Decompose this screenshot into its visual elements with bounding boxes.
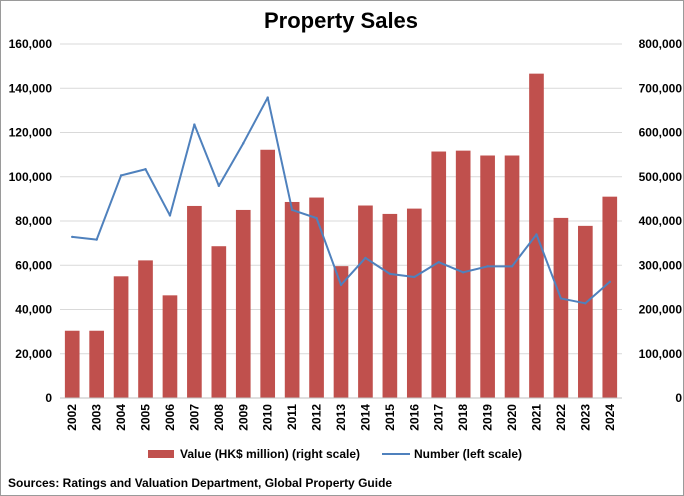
value-bar — [89, 330, 104, 398]
left-tick-label: 80,000 — [15, 214, 52, 228]
value-bar — [553, 217, 569, 398]
left-axis: 0 20,000 40,000 60,000 80,000 100,000 120,000 1… — [9, 37, 53, 405]
number-point — [217, 184, 221, 188]
x-axis: 2002 2003 2004 2005 2006 2007 2008 2009 2010 2011… — [60, 397, 622, 431]
x-tick-label: 2023 — [578, 404, 592, 431]
x-tick-label: 2009 — [236, 404, 250, 431]
value-bar — [64, 330, 80, 398]
value-bar — [235, 209, 251, 398]
number-line — [71, 96, 611, 305]
left-tick-label: 140,000 — [9, 81, 53, 95]
number-point — [461, 271, 465, 274]
number-point — [584, 302, 587, 305]
left-tick-label: 120,000 — [9, 126, 53, 140]
value-bar — [480, 155, 495, 398]
right-tick-label: 200,000 — [639, 303, 683, 317]
legend-line-label: Number (left scale) — [414, 447, 522, 461]
number-point — [413, 275, 416, 279]
left-tick-label: 20,000 — [15, 347, 52, 361]
value-bar — [602, 196, 618, 398]
x-tick-label: 2002 — [65, 404, 79, 431]
value-bar — [138, 260, 153, 398]
legend-bar-swatch — [148, 450, 174, 458]
x-tick-label: 2012 — [310, 404, 324, 431]
number-point — [71, 235, 74, 239]
right-tick-label: 300,000 — [639, 258, 683, 272]
right-tick-label: 700,000 — [639, 81, 683, 95]
number-point — [388, 272, 392, 276]
value-bar — [333, 266, 349, 398]
value-bar — [284, 201, 300, 398]
x-tick-label: 2021 — [529, 404, 543, 431]
value-bar — [309, 197, 324, 398]
x-tick-label: 2014 — [358, 404, 372, 431]
chart-title: Property Sales — [264, 8, 418, 33]
left-tick-label: 40,000 — [15, 303, 52, 317]
right-tick-label: 400,000 — [639, 214, 683, 228]
x-tick-label: 2016 — [407, 404, 421, 431]
value-bar — [382, 213, 398, 398]
number-point — [364, 256, 367, 260]
value-bar — [113, 276, 129, 398]
x-tick-label: 2011 — [285, 404, 299, 430]
number-point — [315, 216, 318, 220]
x-tick-label: 2007 — [187, 404, 201, 431]
x-tick-label: 2005 — [139, 404, 153, 431]
number-point — [608, 280, 611, 284]
x-tick-label: 2015 — [383, 404, 397, 431]
right-tick-label: 100,000 — [639, 347, 683, 361]
value-bar — [187, 205, 202, 398]
left-tick-label: 160,000 — [9, 37, 53, 51]
x-tick-label: 2017 — [432, 404, 446, 431]
number-point — [486, 265, 489, 268]
value-bar — [260, 149, 276, 398]
x-tick-label: 2018 — [456, 404, 470, 431]
number-point — [559, 297, 563, 300]
x-tick-label: 2024 — [603, 404, 617, 431]
number-point — [437, 260, 440, 264]
number-point — [535, 233, 538, 236]
number-point — [144, 168, 147, 171]
source-note: Sources: Ratings and Valuation Departmen… — [8, 476, 392, 490]
x-tick-label: 2004 — [114, 404, 128, 431]
legend: Value (HK$ million) (right scale) Number… — [148, 447, 522, 461]
right-tick-label: 800,000 — [639, 37, 683, 51]
number-point — [339, 283, 343, 287]
value-bars — [64, 73, 618, 399]
x-tick-label: 2003 — [90, 404, 104, 431]
number-point — [193, 123, 196, 126]
right-tick-label: 0 — [675, 391, 682, 405]
left-tick-label: 60,000 — [15, 258, 52, 272]
legend-bar-label: Value (HK$ million) (right scale) — [180, 447, 360, 461]
x-tick-label: 2020 — [505, 404, 519, 431]
number-point — [95, 238, 98, 241]
value-bar — [504, 155, 520, 398]
value-bar — [358, 205, 373, 398]
right-axis: 0 100,000 200,000 300,000 400,000 500,000 600,… — [639, 37, 683, 405]
value-bar — [431, 151, 447, 398]
right-tick-label: 500,000 — [639, 170, 683, 184]
left-tick-label: 100,000 — [9, 170, 53, 184]
value-bar — [211, 246, 227, 398]
left-tick-label: 0 — [45, 391, 52, 405]
number-point — [290, 208, 294, 212]
x-tick-label: 2006 — [163, 404, 177, 431]
right-tick-label: 600,000 — [639, 126, 683, 140]
value-bar — [455, 150, 471, 398]
x-tick-label: 2019 — [481, 404, 495, 431]
number-point — [119, 174, 123, 177]
x-tick-label: 2013 — [334, 404, 348, 431]
number-point — [510, 265, 514, 268]
x-tick-label: 2022 — [554, 404, 568, 431]
number-point — [242, 142, 245, 145]
value-bar — [406, 208, 422, 398]
value-bar — [162, 295, 178, 398]
x-tick-label: 2010 — [261, 404, 275, 431]
x-tick-label: 2008 — [212, 404, 226, 431]
value-bar — [578, 225, 593, 398]
number-point — [266, 96, 269, 99]
number-point — [168, 214, 172, 217]
